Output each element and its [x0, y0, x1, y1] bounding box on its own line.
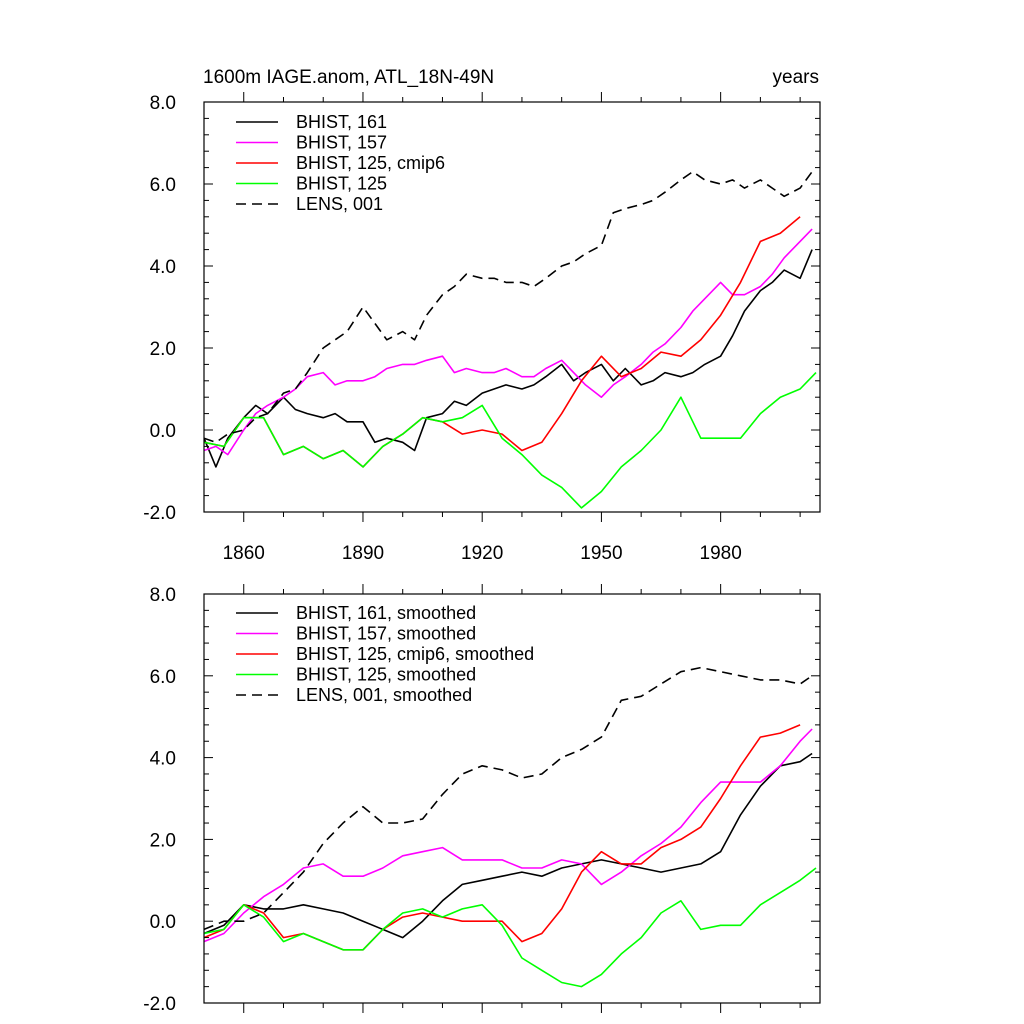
y-tick-label: 0.0 — [150, 421, 176, 442]
y-tick-label: -2.0 — [143, 994, 176, 1015]
series-line-0 — [204, 752, 813, 939]
legend-label-1: BHIST, 157, smoothed — [296, 624, 476, 644]
legend-label-1: BHIST, 157 — [296, 133, 387, 153]
y-tick-label: 8.0 — [150, 585, 176, 606]
legend-label-0: BHIST, 161 — [296, 112, 387, 132]
series-line-0 — [204, 249, 813, 468]
plot-frame — [203, 593, 821, 1004]
legend-label-2: BHIST, 125, cmip6 — [296, 153, 445, 173]
legend-label-0: BHIST, 161, smoothed — [296, 603, 476, 623]
chart-title: 1600m IAGE.anom, ATL_18N-49N — [203, 67, 494, 88]
x-tick-label: 1860 — [223, 543, 265, 564]
x-tick-label: 1950 — [580, 543, 622, 564]
y-tick-label: 4.0 — [150, 749, 176, 770]
y-tick-label: 6.0 — [150, 667, 176, 688]
x-tick-label: 1920 — [461, 543, 503, 564]
series-line-4 — [204, 666, 813, 931]
plot-frame — [203, 101, 821, 513]
y-tick-label: 8.0 — [150, 93, 176, 114]
units-label: years — [773, 67, 819, 88]
top-panel: 1600m IAGE.anom, ATL_18N-49N years -2.0 0… — [143, 67, 821, 564]
y-tick-label: 0.0 — [150, 912, 176, 933]
series-line-2 — [204, 216, 801, 468]
legend-label-4: LENS, 001 — [296, 194, 383, 214]
legend-label-2: BHIST, 125, cmip6, smoothed — [296, 644, 534, 664]
legend-label-3: BHIST, 125, smoothed — [296, 665, 476, 685]
series-group — [204, 170, 817, 509]
legend-label-3: BHIST, 125 — [296, 174, 387, 194]
y-tick-label: 2.0 — [150, 830, 176, 851]
series-line-2 — [204, 724, 801, 951]
series-group — [204, 666, 817, 988]
series-line-4 — [204, 170, 813, 444]
series-line-3 — [204, 372, 817, 509]
series-line-1 — [204, 228, 813, 456]
y-tick-label: 4.0 — [150, 257, 176, 278]
series-line-3 — [204, 867, 817, 988]
x-tick-label: 1980 — [700, 543, 742, 564]
y-tick-label: 2.0 — [150, 339, 176, 360]
x-tick-label: 1890 — [342, 543, 384, 564]
legend-label-4: LENS, 001, smoothed — [296, 685, 472, 705]
series-line-1 — [204, 728, 813, 943]
y-tick-label: 6.0 — [150, 175, 176, 196]
y-tick-label: -2.0 — [143, 503, 176, 524]
